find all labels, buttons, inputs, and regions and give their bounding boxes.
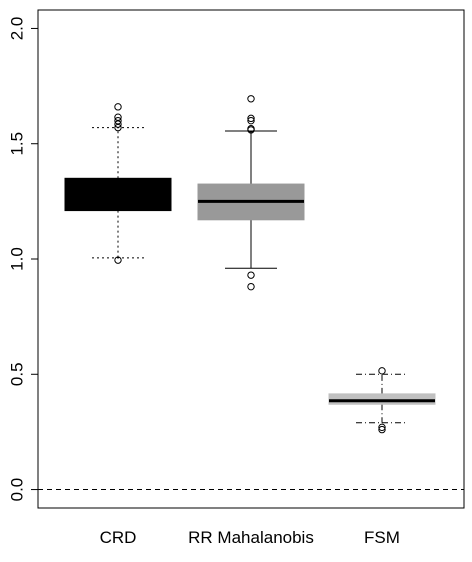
x-category-label: RR Mahalanobis [188,528,314,547]
outlier-point [378,425,386,434]
x-category-label: CRD [100,528,137,547]
y-tick-label: 0.0 [7,478,26,502]
outlier-point [114,113,122,121]
box-body [328,393,436,405]
outlier-point [378,423,386,432]
outlier-point [378,367,386,375]
outlier-point [247,271,255,279]
outlier-point [114,123,122,132]
x-axis-labels: CRD RR Mahalanobis FSM [100,528,400,547]
y-tick-label: 0.5 [7,362,26,386]
boxes-group [64,95,436,434]
y-tick-label: 1.5 [7,132,26,156]
y-tick-label: 2.0 [7,17,26,41]
outlier-point [114,256,122,264]
outlier-point [247,95,255,103]
box-crd [64,103,172,264]
x-category-label: FSM [364,528,400,547]
outlier-point [114,120,122,128]
outlier-point [114,103,122,111]
outlier-point [247,116,255,125]
outlier-point [247,125,255,133]
box-rr-mahalanobis [197,95,305,291]
outlier-point [114,116,122,125]
outlier-point [247,282,255,291]
y-tick-label: 1.0 [7,247,26,271]
outlier-point [247,114,255,123]
y-axis: 0.0 0.5 1.0 1.5 2.0 [7,17,38,502]
box-fsm [328,367,436,434]
box-body [64,177,172,212]
